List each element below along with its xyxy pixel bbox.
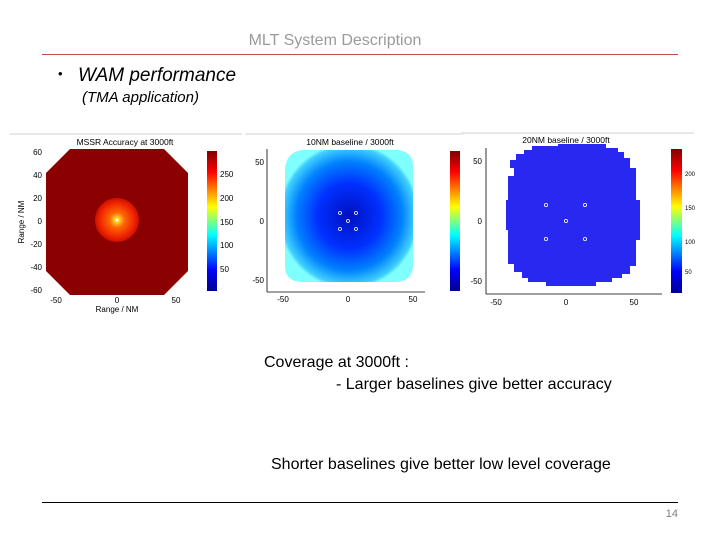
- plot1-ytick: 0: [38, 217, 43, 226]
- footer-divider: [42, 502, 678, 503]
- slide-header-title: MLT System Description: [248, 32, 422, 49]
- plot1-ytick: -40: [30, 263, 42, 272]
- sub-note: (TMA application): [82, 89, 199, 106]
- plot1-colorbar-tick: 50: [220, 265, 229, 274]
- plot1-xtick: 0: [115, 296, 120, 305]
- plot1-ytick: -60: [30, 286, 42, 295]
- plot2-colorbar: [450, 151, 460, 291]
- plot1-ytick: 40: [33, 171, 42, 180]
- plot3-ytick: 0: [478, 217, 483, 226]
- plot1-radar-site: [115, 218, 119, 222]
- plot1-ytick: 20: [33, 194, 42, 203]
- plot3-sensor-sites: [544, 203, 588, 242]
- bullet-text: WAM performance: [78, 65, 237, 86]
- bullet-icon: •: [58, 66, 63, 81]
- baseline-10nm-plot: 10NM baseline / 3000ft 50 0 -50 -50 0 50: [245, 132, 463, 314]
- plot3-ytick: 50: [473, 157, 482, 166]
- plot3-colorbar-tick: 100: [685, 240, 696, 246]
- mssr-accuracy-chart: MSSR Accuracy at 3000ft 60 40 20 0 -20 -…: [10, 133, 242, 314]
- plot2-xtick: 50: [409, 295, 418, 304]
- mssr-accuracy-plot: MSSR Accuracy at 3000ft 60 40 20 0 -20 -…: [10, 132, 242, 314]
- plot3-xtick: -50: [490, 298, 502, 307]
- plot1-xtick: -50: [50, 296, 62, 305]
- plot2-xtick: 0: [346, 295, 351, 304]
- plot3-xtick: 50: [630, 298, 639, 307]
- plot2-title: 10NM baseline / 3000ft: [306, 137, 394, 147]
- plot1-colorbar: [207, 151, 217, 291]
- baseline-20nm-plot: 20NM baseline / 3000ft 50 0 -50 -50 0 50…: [462, 130, 697, 314]
- plot3-title: 20NM baseline / 3000ft: [522, 135, 610, 145]
- plot3-coverage-area: [506, 144, 640, 286]
- plot1-colorbar-tick: 250: [220, 170, 234, 179]
- header-divider: [42, 54, 678, 55]
- plot2-coverage-area: [285, 150, 413, 282]
- plot1-ytick: 60: [33, 148, 42, 157]
- plot3-xtick: 0: [564, 298, 569, 307]
- plot3-colorbar: [671, 149, 682, 293]
- baseline-10nm-chart: 10NM baseline / 3000ft 50 0 -50 -50 0 50: [245, 133, 463, 304]
- plot3-ytick: -50: [470, 277, 482, 286]
- plot1-xlabel: Range / NM: [96, 305, 139, 314]
- baseline-note: Shorter baselines give better low level …: [271, 456, 611, 473]
- plot1-ytick: -20: [30, 240, 42, 249]
- plot1-colorbar-tick: 100: [220, 241, 234, 250]
- plot2-sensor-sites: [338, 211, 358, 231]
- plot2-ytick: -50: [252, 276, 264, 285]
- plot1-ylabel: Range / NM: [17, 200, 26, 243]
- coverage-heading: Coverage at 3000ft :: [264, 354, 409, 371]
- plot1-colorbar-tick: 150: [220, 218, 234, 227]
- coverage-detail: - Larger baselines give better accuracy: [336, 376, 612, 393]
- plot2-ytick: 50: [255, 158, 264, 167]
- plot3-colorbar-tick: 50: [685, 270, 692, 276]
- plot3-colorbar-tick: 200: [685, 172, 696, 178]
- plot1-title: MSSR Accuracy at 3000ft: [77, 137, 174, 147]
- plot1-xtick: 50: [172, 296, 181, 305]
- page-number: 14: [665, 508, 678, 520]
- plot1-colorbar-tick: 200: [220, 194, 234, 203]
- baseline-20nm-chart: 20NM baseline / 3000ft 50 0 -50 -50 0 50…: [462, 132, 696, 307]
- plot2-ytick: 0: [260, 217, 265, 226]
- plot3-colorbar-tick: 150: [685, 206, 696, 212]
- plot2-xtick: -50: [277, 295, 289, 304]
- bullet-item: • WAM performance: [58, 65, 236, 87]
